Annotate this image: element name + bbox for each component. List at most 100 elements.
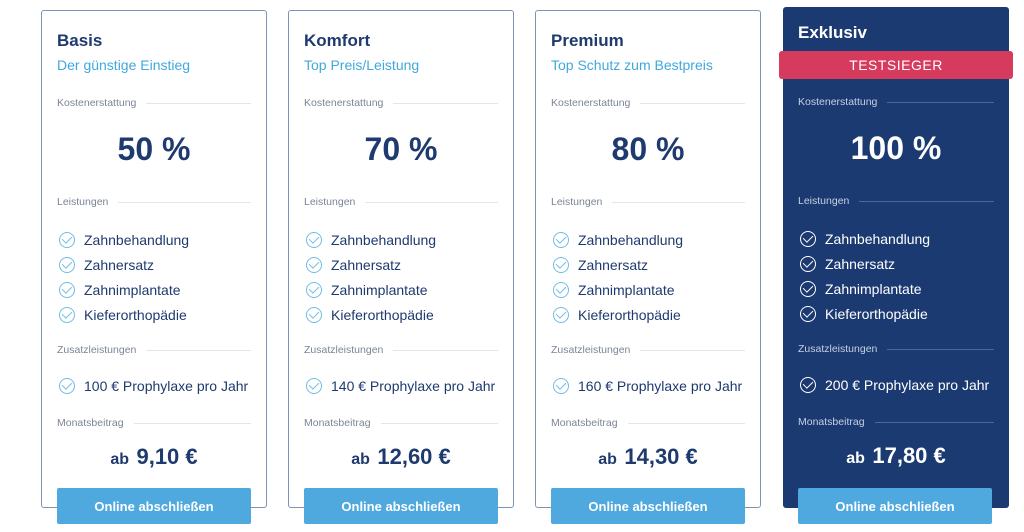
- benefit-label: Zahnimplantate: [578, 281, 675, 298]
- benefit-item: Zahnersatz: [306, 252, 505, 277]
- section-label: Zusatzleistungen: [551, 344, 631, 356]
- check-circle-icon: [59, 377, 75, 394]
- section-divider: [380, 422, 498, 424]
- section-label: Monatsbeitrag: [798, 416, 865, 428]
- section-label: Kostenerstattung: [798, 96, 878, 108]
- section-divider: [612, 201, 745, 203]
- section-header-extras: Zusatzleistungen: [57, 343, 251, 357]
- section-header-benefits: Leistungen: [57, 195, 251, 209]
- plan-title: Komfort: [304, 31, 371, 50]
- online-abschliessen-button[interactable]: Online abschließen: [551, 488, 745, 524]
- check-circle-icon: [59, 256, 75, 273]
- price-amount: 17,80 €: [872, 443, 946, 468]
- section-divider: [133, 422, 251, 424]
- benefit-item: Kieferorthopädie: [306, 302, 505, 327]
- section-label: Kostenerstattung: [304, 97, 384, 109]
- section-header-reimbursement: Kostenerstattung: [57, 96, 251, 110]
- price-prefix: ab: [110, 451, 130, 468]
- extra-label: 140 € Prophylaxe pro Jahr: [331, 377, 496, 394]
- check-circle-icon: [306, 377, 322, 394]
- check-circle-icon: [800, 305, 816, 322]
- plan-title: Premium: [551, 31, 624, 50]
- section-divider: [365, 201, 498, 203]
- price-amount: 14,30 €: [624, 444, 698, 469]
- section-header-reimbursement: Kostenerstattung: [798, 95, 994, 109]
- check-circle-icon: [800, 255, 816, 272]
- price-amount: 9,10 €: [136, 444, 198, 469]
- benefit-label: Zahnimplantate: [84, 281, 181, 298]
- check-circle-icon: [800, 376, 816, 393]
- plan-subtitle: Top Preis/Leistung: [304, 57, 420, 73]
- section-label: Monatsbeitrag: [304, 417, 371, 429]
- benefit-label: Zahnersatz: [578, 256, 649, 273]
- price-amount: 12,60 €: [377, 444, 451, 469]
- section-header-extras: Zusatzleistungen: [304, 343, 498, 357]
- section-divider: [393, 102, 498, 104]
- monthly-price: ab 9,10 €: [42, 444, 266, 470]
- extra-benefit: 160 € Prophylaxe pro Jahr: [553, 373, 756, 398]
- section-label: Leistungen: [798, 195, 850, 207]
- section-divider: [146, 349, 251, 351]
- benefit-label: Kieferorthopädie: [84, 306, 187, 323]
- online-abschliessen-button[interactable]: Online abschließen: [57, 488, 251, 524]
- benefit-list: Zahnbehandlung Zahnersatz Zahnimplantate…: [306, 227, 505, 327]
- section-label: Leistungen: [57, 196, 109, 208]
- check-circle-icon: [306, 231, 322, 248]
- benefit-list: Zahnbehandlung Zahnersatz Zahnimplantate…: [59, 227, 258, 327]
- section-divider: [887, 101, 994, 103]
- benefit-label: Zahnimplantate: [331, 281, 428, 298]
- section-label: Leistungen: [551, 196, 603, 208]
- check-circle-icon: [800, 230, 816, 247]
- extra-label: 100 € Prophylaxe pro Jahr: [84, 377, 249, 394]
- price-prefix: ab: [351, 451, 370, 468]
- section-divider: [640, 102, 745, 104]
- benefit-label: Kieferorthopädie: [825, 305, 928, 322]
- section-label: Monatsbeitrag: [551, 417, 618, 429]
- benefit-item: Zahnimplantate: [59, 277, 258, 302]
- section-header-extras: Zusatzleistungen: [798, 342, 994, 356]
- check-circle-icon: [59, 306, 75, 323]
- section-label: Monatsbeitrag: [57, 417, 124, 429]
- check-circle-icon: [306, 256, 322, 273]
- section-header-benefits: Leistungen: [551, 195, 745, 209]
- section-header-reimbursement: Kostenerstattung: [304, 96, 498, 110]
- extra-benefit: 140 € Prophylaxe pro Jahr: [306, 373, 509, 398]
- section-header-benefits: Leistungen: [304, 195, 498, 209]
- section-divider: [627, 422, 745, 424]
- reimbursement-value: 80 %: [611, 131, 685, 167]
- benefit-label: Kieferorthopädie: [578, 306, 681, 323]
- benefit-list: Zahnbehandlung Zahnersatz Zahnimplantate…: [800, 226, 1001, 326]
- testsieger-badge: TESTSIEGER: [779, 51, 1013, 79]
- benefit-item: Zahnersatz: [59, 252, 258, 277]
- price-prefix: ab: [846, 450, 865, 467]
- section-label: Kostenerstattung: [551, 97, 631, 109]
- benefit-label: Zahnbehandlung: [825, 230, 931, 247]
- section-label: Zusatzleistungen: [798, 343, 878, 355]
- monthly-price: ab 14,30 €: [536, 444, 760, 470]
- section-divider: [887, 348, 994, 350]
- extra-label: 160 € Prophylaxe pro Jahr: [578, 377, 743, 394]
- section-header-extras: Zusatzleistungen: [551, 343, 745, 357]
- benefit-item: Zahnimplantate: [306, 277, 505, 302]
- plan-card-komfort: Komfort Top Preis/Leistung Kostenerstatt…: [288, 10, 514, 524]
- check-circle-icon: [553, 231, 569, 248]
- section-label: Kostenerstattung: [57, 97, 137, 109]
- online-abschliessen-button[interactable]: Online abschließen: [304, 488, 498, 524]
- check-circle-icon: [553, 306, 569, 323]
- benefit-item: Zahnbehandlung: [553, 227, 752, 252]
- benefit-item: Zahnbehandlung: [59, 227, 258, 252]
- section-label: Leistungen: [304, 196, 356, 208]
- section-divider: [874, 421, 994, 423]
- plan-subtitle: Top Schutz zum Bestpreis: [551, 57, 713, 73]
- benefit-list: Zahnbehandlung Zahnersatz Zahnimplantate…: [553, 227, 752, 327]
- benefit-item: Kieferorthopädie: [59, 302, 258, 327]
- online-abschliessen-button[interactable]: Online abschließen: [798, 488, 992, 524]
- monthly-price: ab 12,60 €: [289, 444, 513, 470]
- benefit-item: Zahnbehandlung: [800, 226, 1001, 251]
- benefit-label: Kieferorthopädie: [331, 306, 434, 323]
- reimbursement-value: 100 %: [850, 130, 942, 166]
- monthly-price: ab 17,80 €: [783, 443, 1009, 469]
- check-circle-icon: [59, 281, 75, 298]
- plan-card-exklusiv: Exklusiv TESTSIEGER Kostenerstattung 100…: [779, 7, 1013, 524]
- section-divider: [393, 349, 498, 351]
